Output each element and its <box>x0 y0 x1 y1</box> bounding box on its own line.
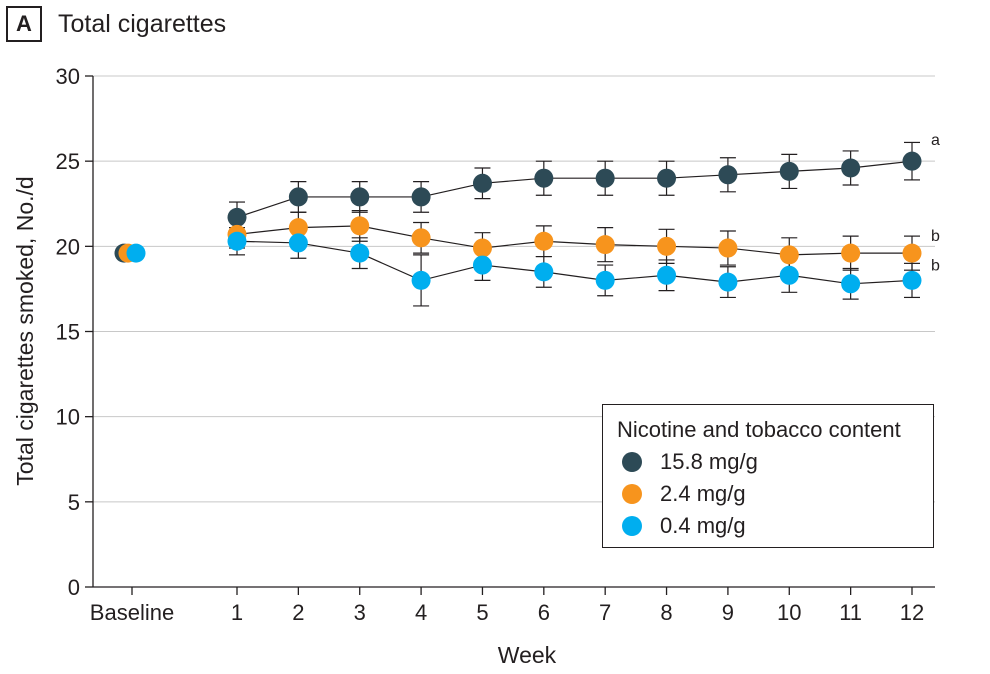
data-point <box>718 272 738 292</box>
data-point <box>288 218 308 238</box>
data-point <box>902 151 922 171</box>
data-point <box>227 207 247 227</box>
x-tick-label: 6 <box>538 600 550 625</box>
legend-marker-high <box>622 452 642 472</box>
y-tick-label: 15 <box>56 320 80 345</box>
data-point <box>288 233 308 253</box>
significance-label: b <box>931 228 940 245</box>
legend-item-mid: 2.4 mg/g <box>617 478 933 510</box>
y-tick-label: 0 <box>68 575 80 600</box>
x-tick-label: 5 <box>476 600 488 625</box>
y-tick-label: 10 <box>56 405 80 430</box>
legend-item-low: 0.4 mg/g <box>617 510 933 542</box>
data-point <box>595 235 615 255</box>
data-point <box>350 243 370 263</box>
panel-title: Total cigarettes <box>58 10 227 38</box>
data-point <box>288 187 308 207</box>
y-tick-label: 25 <box>56 149 80 174</box>
data-point <box>595 270 615 290</box>
legend-label-high: 15.8 mg/g <box>660 449 758 474</box>
data-point <box>779 161 799 181</box>
data-point <box>595 168 615 188</box>
data-layer: a bb <box>114 132 940 307</box>
x-axis-title: Week <box>498 642 557 668</box>
data-point <box>657 236 677 256</box>
legend-marker-low <box>622 516 642 536</box>
data-point <box>534 231 554 251</box>
series-line <box>236 225 912 256</box>
legend-marker-mid <box>622 484 642 504</box>
data-point <box>779 265 799 285</box>
data-point <box>902 270 922 290</box>
x-tick-label: 3 <box>354 600 366 625</box>
significance-label: a <box>931 132 940 149</box>
x-tick-label: Baseline <box>90 600 174 625</box>
panel-letter: A <box>6 6 42 42</box>
data-point <box>657 265 677 285</box>
data-point <box>126 243 146 263</box>
series-line <box>236 240 913 285</box>
legend-item-high: 15.8 mg/g <box>617 446 933 478</box>
data-point <box>841 274 861 294</box>
y-tick-label: 20 <box>56 234 80 259</box>
data-point <box>779 245 799 265</box>
y-axis-title: Total cigarettes smoked, No./d <box>12 176 38 485</box>
data-point <box>227 231 247 251</box>
x-tick-label: 12 <box>900 600 924 625</box>
data-point <box>472 238 492 258</box>
series-line <box>236 160 913 218</box>
data-point <box>841 158 861 178</box>
legend: Nicotine and tobacco content 15.8 mg/g 2… <box>602 404 934 548</box>
x-tick-label: 4 <box>415 600 427 625</box>
x-tick-label: 2 <box>292 600 304 625</box>
data-point <box>472 173 492 193</box>
legend-label-mid: 2.4 mg/g <box>660 481 746 506</box>
data-point <box>534 262 554 282</box>
data-point <box>350 187 370 207</box>
data-point <box>411 187 431 207</box>
data-point <box>472 255 492 275</box>
legend-label-low: 0.4 mg/g <box>660 513 746 538</box>
x-tick-label: 7 <box>599 600 611 625</box>
x-tick-label: 1 <box>231 600 243 625</box>
x-tick-label: 10 <box>777 600 801 625</box>
x-tick-label: 9 <box>722 600 734 625</box>
data-point <box>841 243 861 263</box>
gridlines <box>93 75 935 503</box>
data-point <box>350 216 370 236</box>
x-tick-label: 11 <box>839 600 862 625</box>
data-point <box>718 238 738 258</box>
data-point <box>411 270 431 290</box>
y-tick-label: 30 <box>56 64 80 89</box>
data-point <box>411 228 431 248</box>
data-point <box>534 168 554 188</box>
data-point <box>902 243 922 263</box>
x-tick-label: 8 <box>660 600 672 625</box>
data-point <box>657 168 677 188</box>
significance-label: b <box>931 257 940 274</box>
legend-title: Nicotine and tobacco content <box>617 417 901 442</box>
y-tick-label: 5 <box>68 490 80 515</box>
data-point <box>718 165 738 185</box>
